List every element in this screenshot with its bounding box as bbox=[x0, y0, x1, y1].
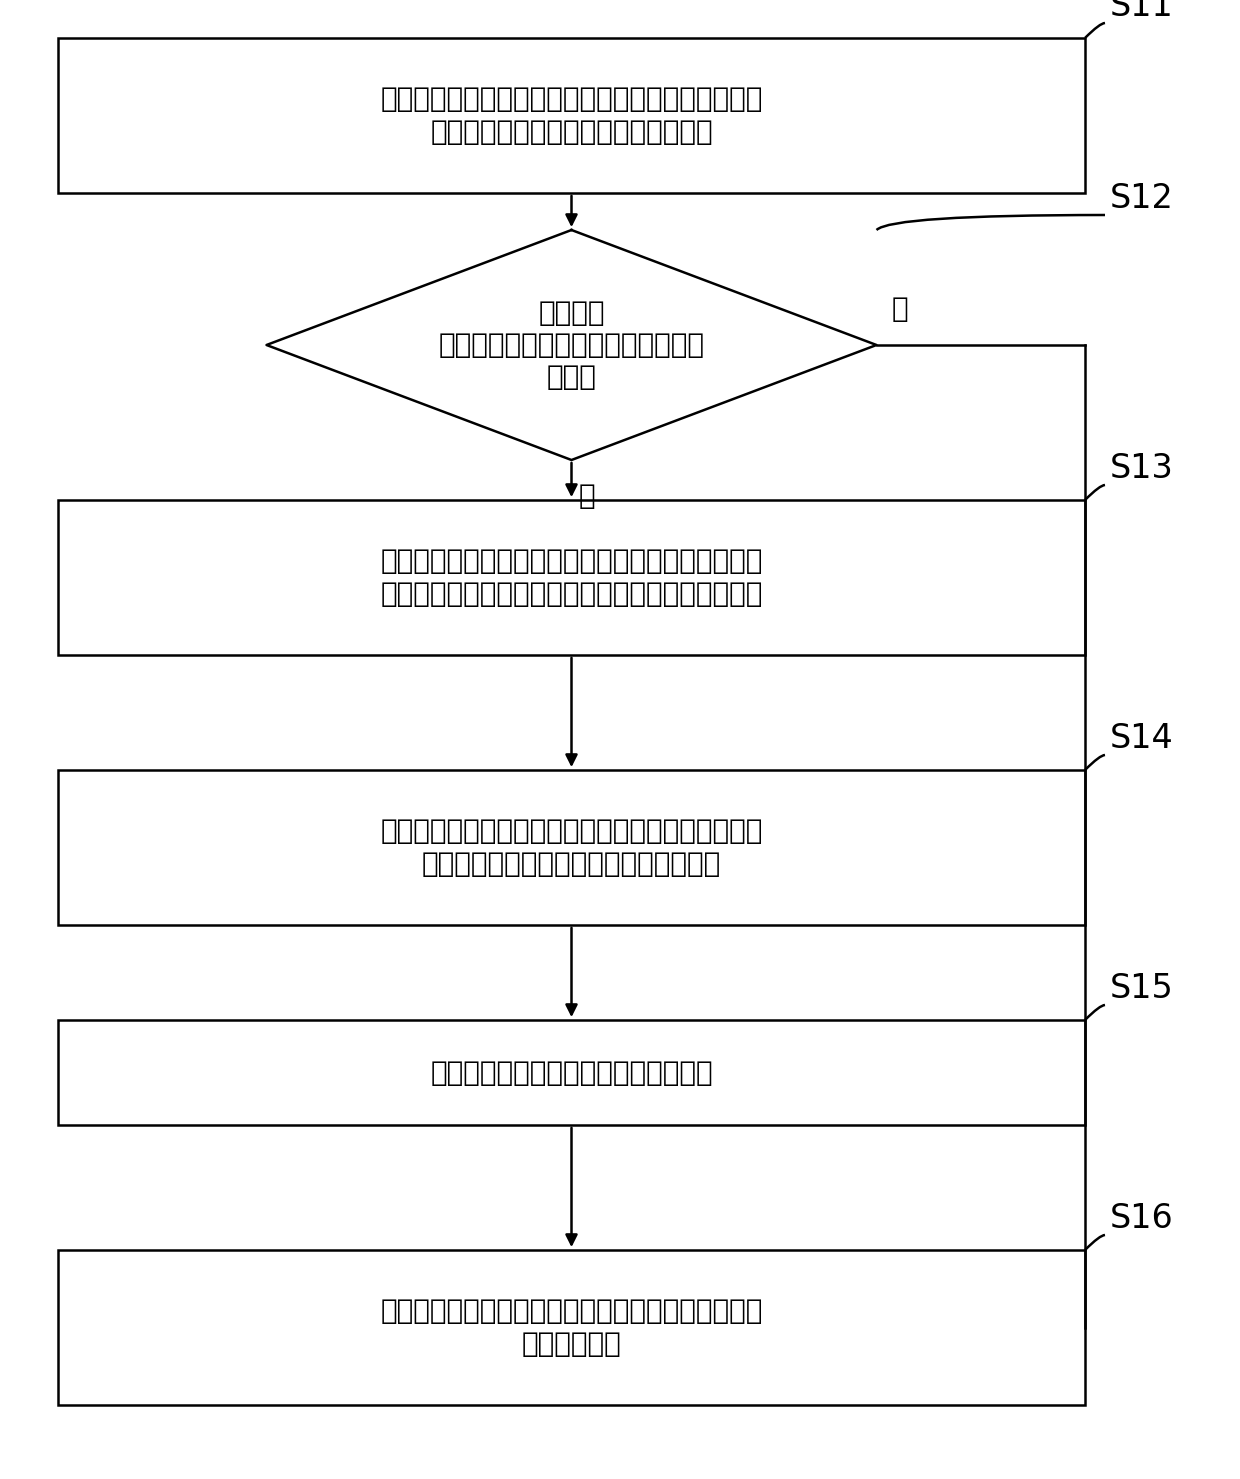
Text: S13: S13 bbox=[1110, 453, 1174, 485]
Text: S12: S12 bbox=[1110, 182, 1174, 214]
Bar bbox=[58, 38, 1085, 192]
Text: 在所述区块链中广播提示所述用户设备在本地进行注
册的提示信息: 在所述区块链中广播提示所述用户设备在本地进行注 册的提示信息 bbox=[381, 1297, 763, 1358]
Bar bbox=[58, 500, 1085, 655]
Bar bbox=[58, 771, 1085, 924]
Bar bbox=[58, 1021, 1085, 1126]
Text: 是: 是 bbox=[578, 482, 595, 510]
Text: S15: S15 bbox=[1110, 972, 1174, 1006]
Text: 利用所述用户密钥对获取到的随机数进行加密，并利
用所述公钥再次加密，生成第一认证信息: 利用所述用户密钥对获取到的随机数进行加密，并利 用所述公钥再次加密，生成第一认证… bbox=[381, 818, 763, 877]
Polygon shape bbox=[267, 231, 877, 460]
Text: S16: S16 bbox=[1110, 1202, 1174, 1235]
Text: 获取所述用户设备在本地注册的用户密钥，并获取广
播所述用户身份认证请求的频谱拥有者服务器的公钥: 获取所述用户设备在本地注册的用户密钥，并获取广 播所述用户身份认证请求的频谱拥有… bbox=[381, 547, 763, 608]
Bar bbox=[58, 1250, 1085, 1405]
Text: 接收区块链中其他频谱拥有者服务器广播的用户身份
认证请求，获取其中的用户名和随机数: 接收区块链中其他频谱拥有者服务器广播的用户身份 认证请求，获取其中的用户名和随机… bbox=[381, 86, 763, 146]
Text: S14: S14 bbox=[1110, 722, 1174, 754]
Text: 根据所述
用户名判断相应用户设备是否在本地
注册过: 根据所述 用户名判断相应用户设备是否在本地 注册过 bbox=[439, 299, 704, 392]
Text: 否: 否 bbox=[892, 294, 908, 322]
Text: 在所述区块链中广播所述第一认证信息: 在所述区块链中广播所述第一认证信息 bbox=[430, 1059, 713, 1087]
Text: S11: S11 bbox=[1110, 0, 1174, 24]
